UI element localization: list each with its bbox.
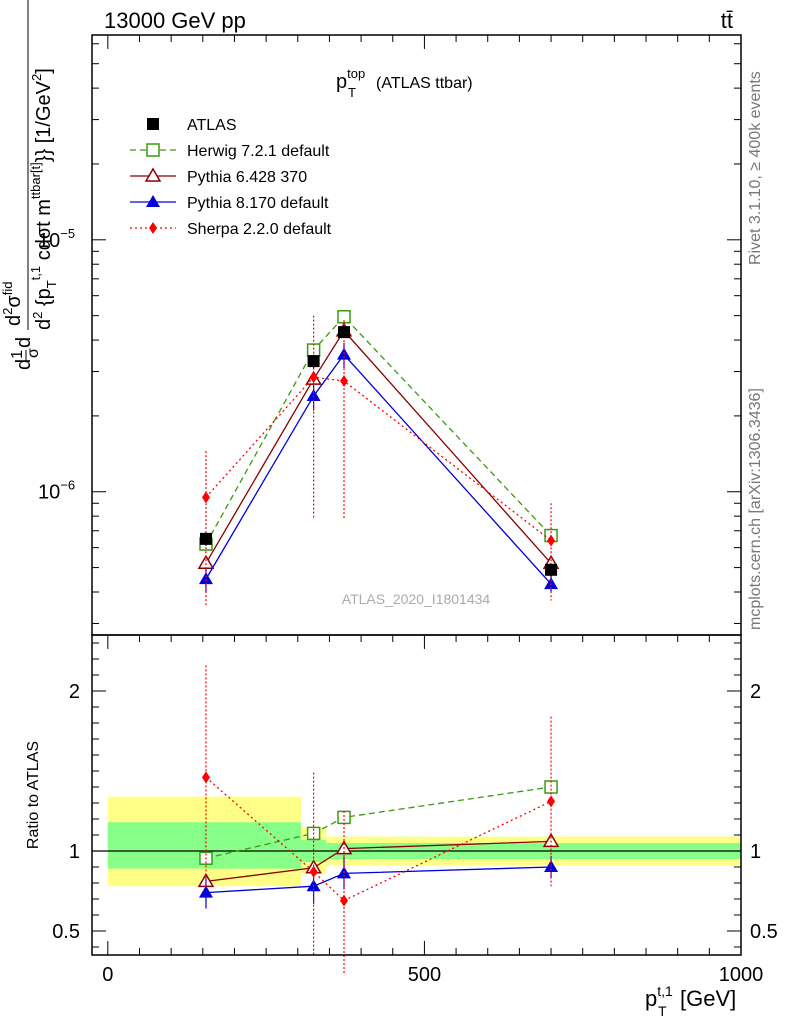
main-point-sherpa [309, 371, 318, 384]
mcplots-label: mcplots.cern.ch [arXiv:1306.3436] [747, 388, 764, 630]
title-sub: T [348, 85, 356, 100]
process-label: tt̄ [721, 8, 733, 33]
legend: ATLAS Herwig 7.2.1 default Pythia 6.428 37… [130, 117, 332, 238]
svg-text:d2 {pTt,1 cdσt mttbar[t]}} [1/: d2 {pTt,1 cdσt mttbar[t]}} [1/GeV2] [28, 68, 59, 330]
main-plot: 10−6 10−5 ATLAS_2020_I1801434 ptop T (ATLAS… [38, 34, 742, 636]
main-line-pythia6 [205, 329, 552, 564]
main-point-atlas [307, 355, 320, 368]
x-tick-label: 1000 [719, 964, 764, 986]
main-line-herwig [205, 315, 552, 545]
ratio-point-sherpa [547, 795, 556, 808]
ratio-point-herwig [544, 780, 558, 794]
legend-label-pythia6: Pythia 6.428 370 [187, 169, 307, 186]
main-ylabel: d1σd d2σfid d2 {pTt,1 cdσt mttbar[t]}} [… [0, 0, 59, 370]
yl-f: 2 [0, 308, 15, 315]
yl-n: cdσt m [33, 199, 55, 266]
ratio-ytick-label-right: 0.5 [750, 921, 778, 943]
main-point-sherpa [340, 375, 349, 388]
yl-h: fid [0, 282, 15, 296]
yl-j: 2 [30, 312, 45, 319]
ratio-point-sherpa [309, 865, 318, 878]
yl-g: σ [3, 295, 25, 308]
x-axis-label: pt,1 T [GeV] [645, 983, 736, 1019]
svg-text:d2σfid: d2σfid [0, 282, 25, 326]
yl-i: d [33, 319, 55, 330]
main-point-pythia8 [544, 577, 559, 590]
yl-o: ttbar[t] [28, 162, 43, 199]
yl-m: t,1 [28, 266, 43, 280]
main-point-sherpa [201, 491, 210, 504]
main-point-pythia8 [306, 388, 321, 401]
legend-label-herwig: Herwig 7.2.1 default [187, 143, 330, 160]
yl-r: ] [33, 68, 55, 74]
ratio-point-herwig [337, 810, 351, 825]
x-tick-label: 500 [408, 964, 441, 986]
legend-label-atlas: ATLAS [187, 117, 237, 134]
main-point-atlas [545, 563, 558, 576]
main-line-sherpa [205, 376, 552, 542]
legend-marker-pythia6 [144, 167, 162, 182]
ratio-ytick-label-right: 2 [750, 681, 761, 703]
yl-a: d [13, 359, 35, 370]
title-p: p [336, 71, 347, 93]
yl-q: 2 [29, 74, 44, 81]
ratio-line-sherpa [205, 776, 552, 902]
main-point-pythia6 [197, 554, 215, 570]
main-point-sherpa [547, 534, 556, 547]
ratio-ytick-label-left: 1 [69, 841, 80, 863]
ratio-point-pythia8 [198, 885, 213, 898]
main-point-atlas [199, 532, 212, 545]
yl-b: 1 [9, 350, 26, 359]
legend-marker-pythia8 [146, 195, 160, 207]
svg-text:d1σd: d1σd [9, 337, 42, 370]
plot-title: ptop T (ATLAS ttbar) [336, 66, 473, 100]
yl-k: {p [33, 288, 55, 311]
main-line-pythia8 [205, 353, 552, 585]
legend-marker-atlas [147, 118, 159, 130]
title-rest: (ATLAS ttbar) [376, 75, 473, 92]
main-ytick-label: 10−5 [38, 226, 75, 252]
rivet-label: Rivet 3.1.10, ≥ 400k events [747, 71, 764, 265]
xl-p: p [645, 986, 657, 1011]
title-sup: top [347, 66, 365, 81]
ratio-ylabel: Ratio to ATLAS [25, 741, 42, 849]
legend-label-pythia8: Pythia 8.170 default [187, 195, 329, 212]
main-point-pythia8 [198, 572, 213, 585]
main-point-atlas [338, 326, 351, 339]
ratio-line-pythia6 [205, 840, 552, 883]
ratio-line-pythia8 [205, 866, 552, 894]
x-tick-label: 0 [102, 964, 113, 986]
legend-marker-sherpa [149, 222, 157, 234]
yl-p: }} [1/GeV [33, 80, 55, 162]
ratio-ytick-label-left: 0.5 [52, 921, 80, 943]
ratio-line-herwig [205, 786, 552, 859]
watermark: ATLAS_2020_I1801434 [342, 591, 491, 607]
ratio-ytick-label-left: 2 [69, 681, 80, 703]
ratio-ytick-label-right: 1 [750, 841, 761, 863]
xl-sup: t,1 [657, 983, 673, 999]
yl-e: d [3, 315, 25, 326]
ratio-point-sherpa [340, 894, 349, 907]
energy-label: 13000 GeV pp [104, 8, 246, 33]
xl-sub: T [658, 1003, 667, 1019]
legend-marker-herwig [146, 143, 160, 157]
ratio-point-sherpa [201, 771, 210, 784]
yl-l: T [44, 280, 59, 288]
main-point-herwig [306, 343, 321, 357]
ratio-frame [91, 634, 742, 956]
main-ytick-label: 10−6 [38, 478, 75, 504]
xl-rest: [GeV] [680, 986, 736, 1011]
yl-c: σ [25, 348, 42, 358]
yl-d: d [13, 337, 35, 348]
legend-label-sherpa: Sherpa 2.2.0 default [187, 221, 332, 238]
ratio-plot: 0 500 1000 0.5 0.5 1 1 2 2 [52, 634, 778, 986]
